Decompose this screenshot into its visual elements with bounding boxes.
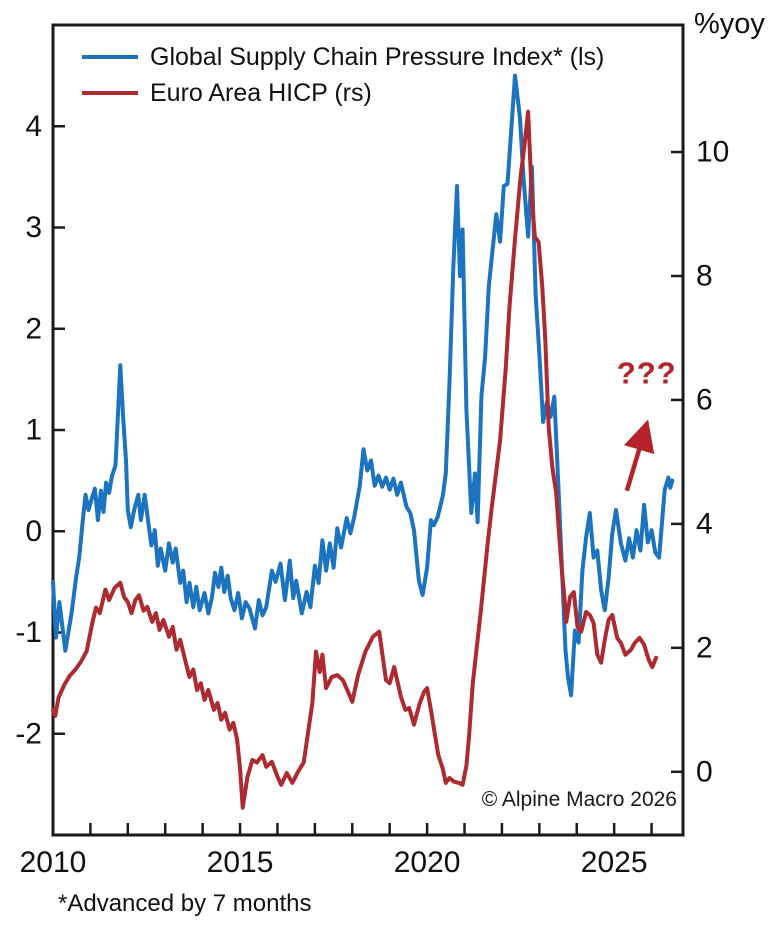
x-tick-label: 2025	[581, 846, 648, 879]
left-tick-label: -1	[15, 616, 42, 649]
x-tick-label: 2020	[394, 846, 461, 879]
legend-label-hicp: Euro Area HICP (rs)	[150, 79, 372, 107]
copyright-text: © Alpine Macro 2026	[482, 788, 677, 811]
right-tick-label: 6	[696, 383, 713, 416]
x-tick-label: 2015	[207, 846, 274, 879]
question-marks-annotation: ???	[617, 355, 677, 390]
legend-label-gscpi: Global Supply Chain Pressure Index* (ls)	[150, 43, 604, 71]
right-tick-label: 2	[696, 631, 713, 664]
left-tick-label: -2	[15, 717, 42, 750]
left-tick-label: 4	[25, 110, 42, 143]
left-tick-label: 3	[25, 211, 42, 244]
right-tick-label: 4	[696, 507, 713, 540]
x-tick-label: 2010	[20, 846, 87, 879]
plot-border	[51, 23, 685, 837]
series-line-hicp	[51, 109, 659, 810]
forecast-arrow-line	[624, 419, 655, 492]
right-tick-label: 0	[696, 755, 713, 788]
right-axis-ticks: 10 8 6 4 2 0	[671, 136, 729, 788]
right-axis-unit-label: %yoy	[694, 8, 765, 40]
right-tick-label: 8	[696, 259, 713, 292]
series-lines	[51, 73, 675, 810]
footnote-text: *Advanced by 7 months	[58, 890, 312, 917]
right-tick-label: 10	[696, 136, 729, 169]
x-axis-ticks: 2010 2015 2020 2025	[20, 823, 653, 879]
forecast-arrow	[624, 419, 655, 492]
left-axis-ticks: 4 3 2 1 0 -1 -2	[15, 110, 65, 750]
left-tick-label: 2	[25, 312, 42, 345]
left-tick-label: 1	[25, 414, 42, 447]
legend: Global Supply Chain Pressure Index* (ls)…	[82, 43, 604, 107]
left-tick-label: 0	[25, 515, 42, 548]
series-line-gscpi	[51, 73, 675, 698]
